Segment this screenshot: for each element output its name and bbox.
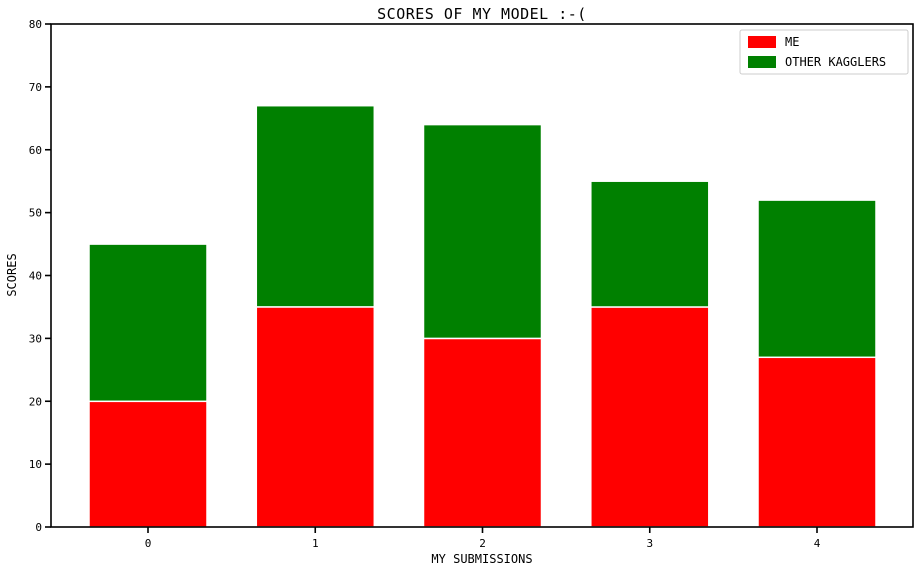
y-tick-label: 0 [35, 521, 42, 534]
legend-box [739, 29, 909, 75]
bars-layer [88, 104, 877, 528]
x-tick-label: 0 [145, 537, 152, 550]
legend-label-me: ME [785, 35, 799, 49]
bar-me-2 [422, 337, 543, 528]
legend-swatch-me [748, 36, 776, 48]
y-tick-label: 40 [29, 270, 42, 283]
x-tick-label: 4 [814, 537, 821, 550]
bar-me-4 [757, 356, 877, 528]
legend-swatch-other-kagglers [748, 56, 776, 68]
x-tick-label: 2 [479, 537, 486, 550]
bar-other-kagglers-1 [255, 104, 376, 308]
x-axis: 0 1 2 3 4 [145, 527, 821, 550]
bar-other-kagglers-2 [422, 123, 543, 340]
x-tick-label: 1 [312, 537, 319, 550]
x-axis-label: MY SUBMISSIONS [431, 552, 532, 566]
y-tick-label: 30 [29, 332, 42, 345]
y-tick-label: 50 [29, 207, 42, 220]
bar-other-kagglers-3 [590, 180, 710, 308]
bar-other-kagglers-4 [757, 199, 877, 359]
y-tick-label: 60 [29, 144, 42, 157]
y-tick-label: 20 [29, 395, 42, 408]
chart-title: SCORES OF MY MODEL :-( [377, 5, 587, 23]
bar-other-kagglers-0 [88, 243, 208, 403]
x-tick-label: 3 [646, 537, 653, 550]
legend-label-other-kagglers: OTHER KAGGLERS [785, 55, 886, 69]
y-tick-label: 80 [29, 18, 42, 31]
legend: ME OTHER KAGGLERS [739, 29, 909, 75]
bar-me-1 [255, 306, 376, 528]
bar-me-3 [590, 306, 710, 528]
y-tick-label: 10 [29, 458, 42, 471]
y-axis-label: SCORES [5, 253, 19, 296]
y-tick-label: 70 [29, 81, 42, 94]
y-axis: 0 10 20 30 40 50 60 70 80 [29, 18, 51, 534]
bar-me-0 [88, 400, 208, 528]
